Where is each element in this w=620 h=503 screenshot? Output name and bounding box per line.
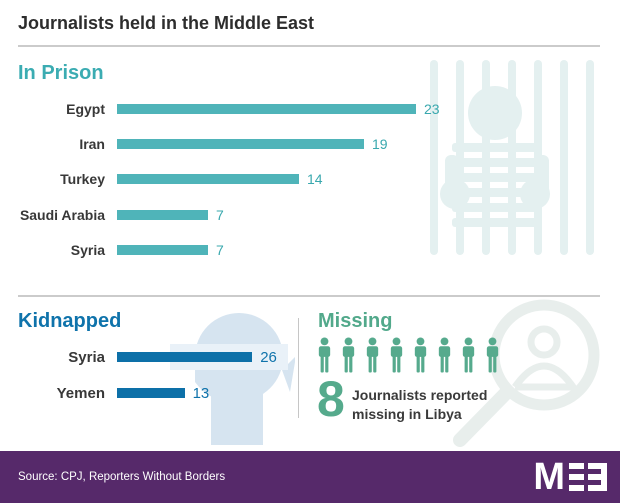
bar bbox=[117, 352, 253, 362]
divider-vertical bbox=[298, 318, 299, 418]
bar-value: 23 bbox=[424, 100, 440, 117]
person-icon bbox=[486, 337, 499, 373]
page-title: Journalists held in the Middle East bbox=[18, 13, 315, 33]
bar bbox=[117, 174, 299, 185]
bar-row-syria-kidnapped: Syria 26 bbox=[0, 339, 277, 375]
bar bbox=[117, 209, 208, 220]
missing-description-line1: Journalists reported bbox=[352, 387, 488, 403]
bar-label: Saudi Arabia bbox=[19, 206, 105, 223]
person-icon bbox=[390, 337, 403, 373]
bar-label: Syria bbox=[68, 348, 105, 366]
bar-label: Syria bbox=[70, 242, 105, 259]
bar bbox=[117, 103, 416, 114]
logo-letter-e-icon bbox=[588, 463, 607, 491]
logo-letter-m: M bbox=[533, 456, 565, 498]
logo-letter-e-bars-icon bbox=[569, 463, 584, 491]
missing-description-line2: missing in Libya bbox=[352, 406, 462, 422]
missing-heading: Missing bbox=[318, 310, 393, 332]
bar-label: Egypt bbox=[66, 100, 105, 117]
person-icon bbox=[318, 337, 331, 373]
kidnapped-heading: Kidnapped bbox=[18, 310, 122, 332]
person-icon bbox=[438, 337, 451, 373]
bar-value: 7 bbox=[216, 242, 224, 259]
missing-count: 8 bbox=[317, 371, 345, 427]
bar-value: 26 bbox=[260, 348, 277, 366]
bar-value: 14 bbox=[307, 171, 323, 188]
bar-label: Yemen bbox=[56, 384, 105, 402]
missing-pictograms bbox=[316, 337, 501, 374]
bar-value: 13 bbox=[192, 384, 210, 402]
prisoner-behind-bars-icon bbox=[430, 60, 594, 255]
divider-middle bbox=[18, 295, 600, 297]
person-icon bbox=[342, 337, 355, 373]
bar-label: Turkey bbox=[60, 171, 105, 188]
bar-value: 7 bbox=[216, 206, 224, 223]
bar bbox=[117, 139, 364, 150]
bar bbox=[117, 245, 208, 256]
kidnapped-bar-chart: Syria 26 Yemen 13 bbox=[0, 339, 277, 411]
person-icon bbox=[414, 337, 427, 373]
bar-row-syria-prison: Syria 7 bbox=[0, 233, 440, 268]
source-text: Source: CPJ, Reporters Without Borders bbox=[18, 471, 226, 483]
divider-top bbox=[18, 45, 600, 47]
mee-logo: M bbox=[533, 456, 607, 498]
bar-label: Iran bbox=[79, 136, 105, 153]
in-prison-heading: In Prison bbox=[18, 62, 104, 84]
in-prison-bar-chart: Egypt 23 Iran 19 Turkey 14 Saudi Arabia … bbox=[0, 91, 440, 268]
missing-description: Journalists reported missing in Libya bbox=[352, 386, 487, 424]
bar-row-egypt: Egypt 23 bbox=[0, 91, 440, 126]
footer: Source: CPJ, Reporters Without Borders M bbox=[0, 451, 620, 503]
bar bbox=[117, 388, 185, 398]
bar-row-yemen: Yemen 13 bbox=[0, 375, 277, 411]
bar-row-saudi-arabia: Saudi Arabia 7 bbox=[0, 197, 440, 232]
bar-value: 19 bbox=[372, 136, 388, 153]
bar-row-iran: Iran 19 bbox=[0, 126, 440, 161]
person-icon bbox=[366, 337, 379, 373]
person-icon bbox=[462, 337, 475, 373]
bar-row-turkey: Turkey 14 bbox=[0, 162, 440, 197]
